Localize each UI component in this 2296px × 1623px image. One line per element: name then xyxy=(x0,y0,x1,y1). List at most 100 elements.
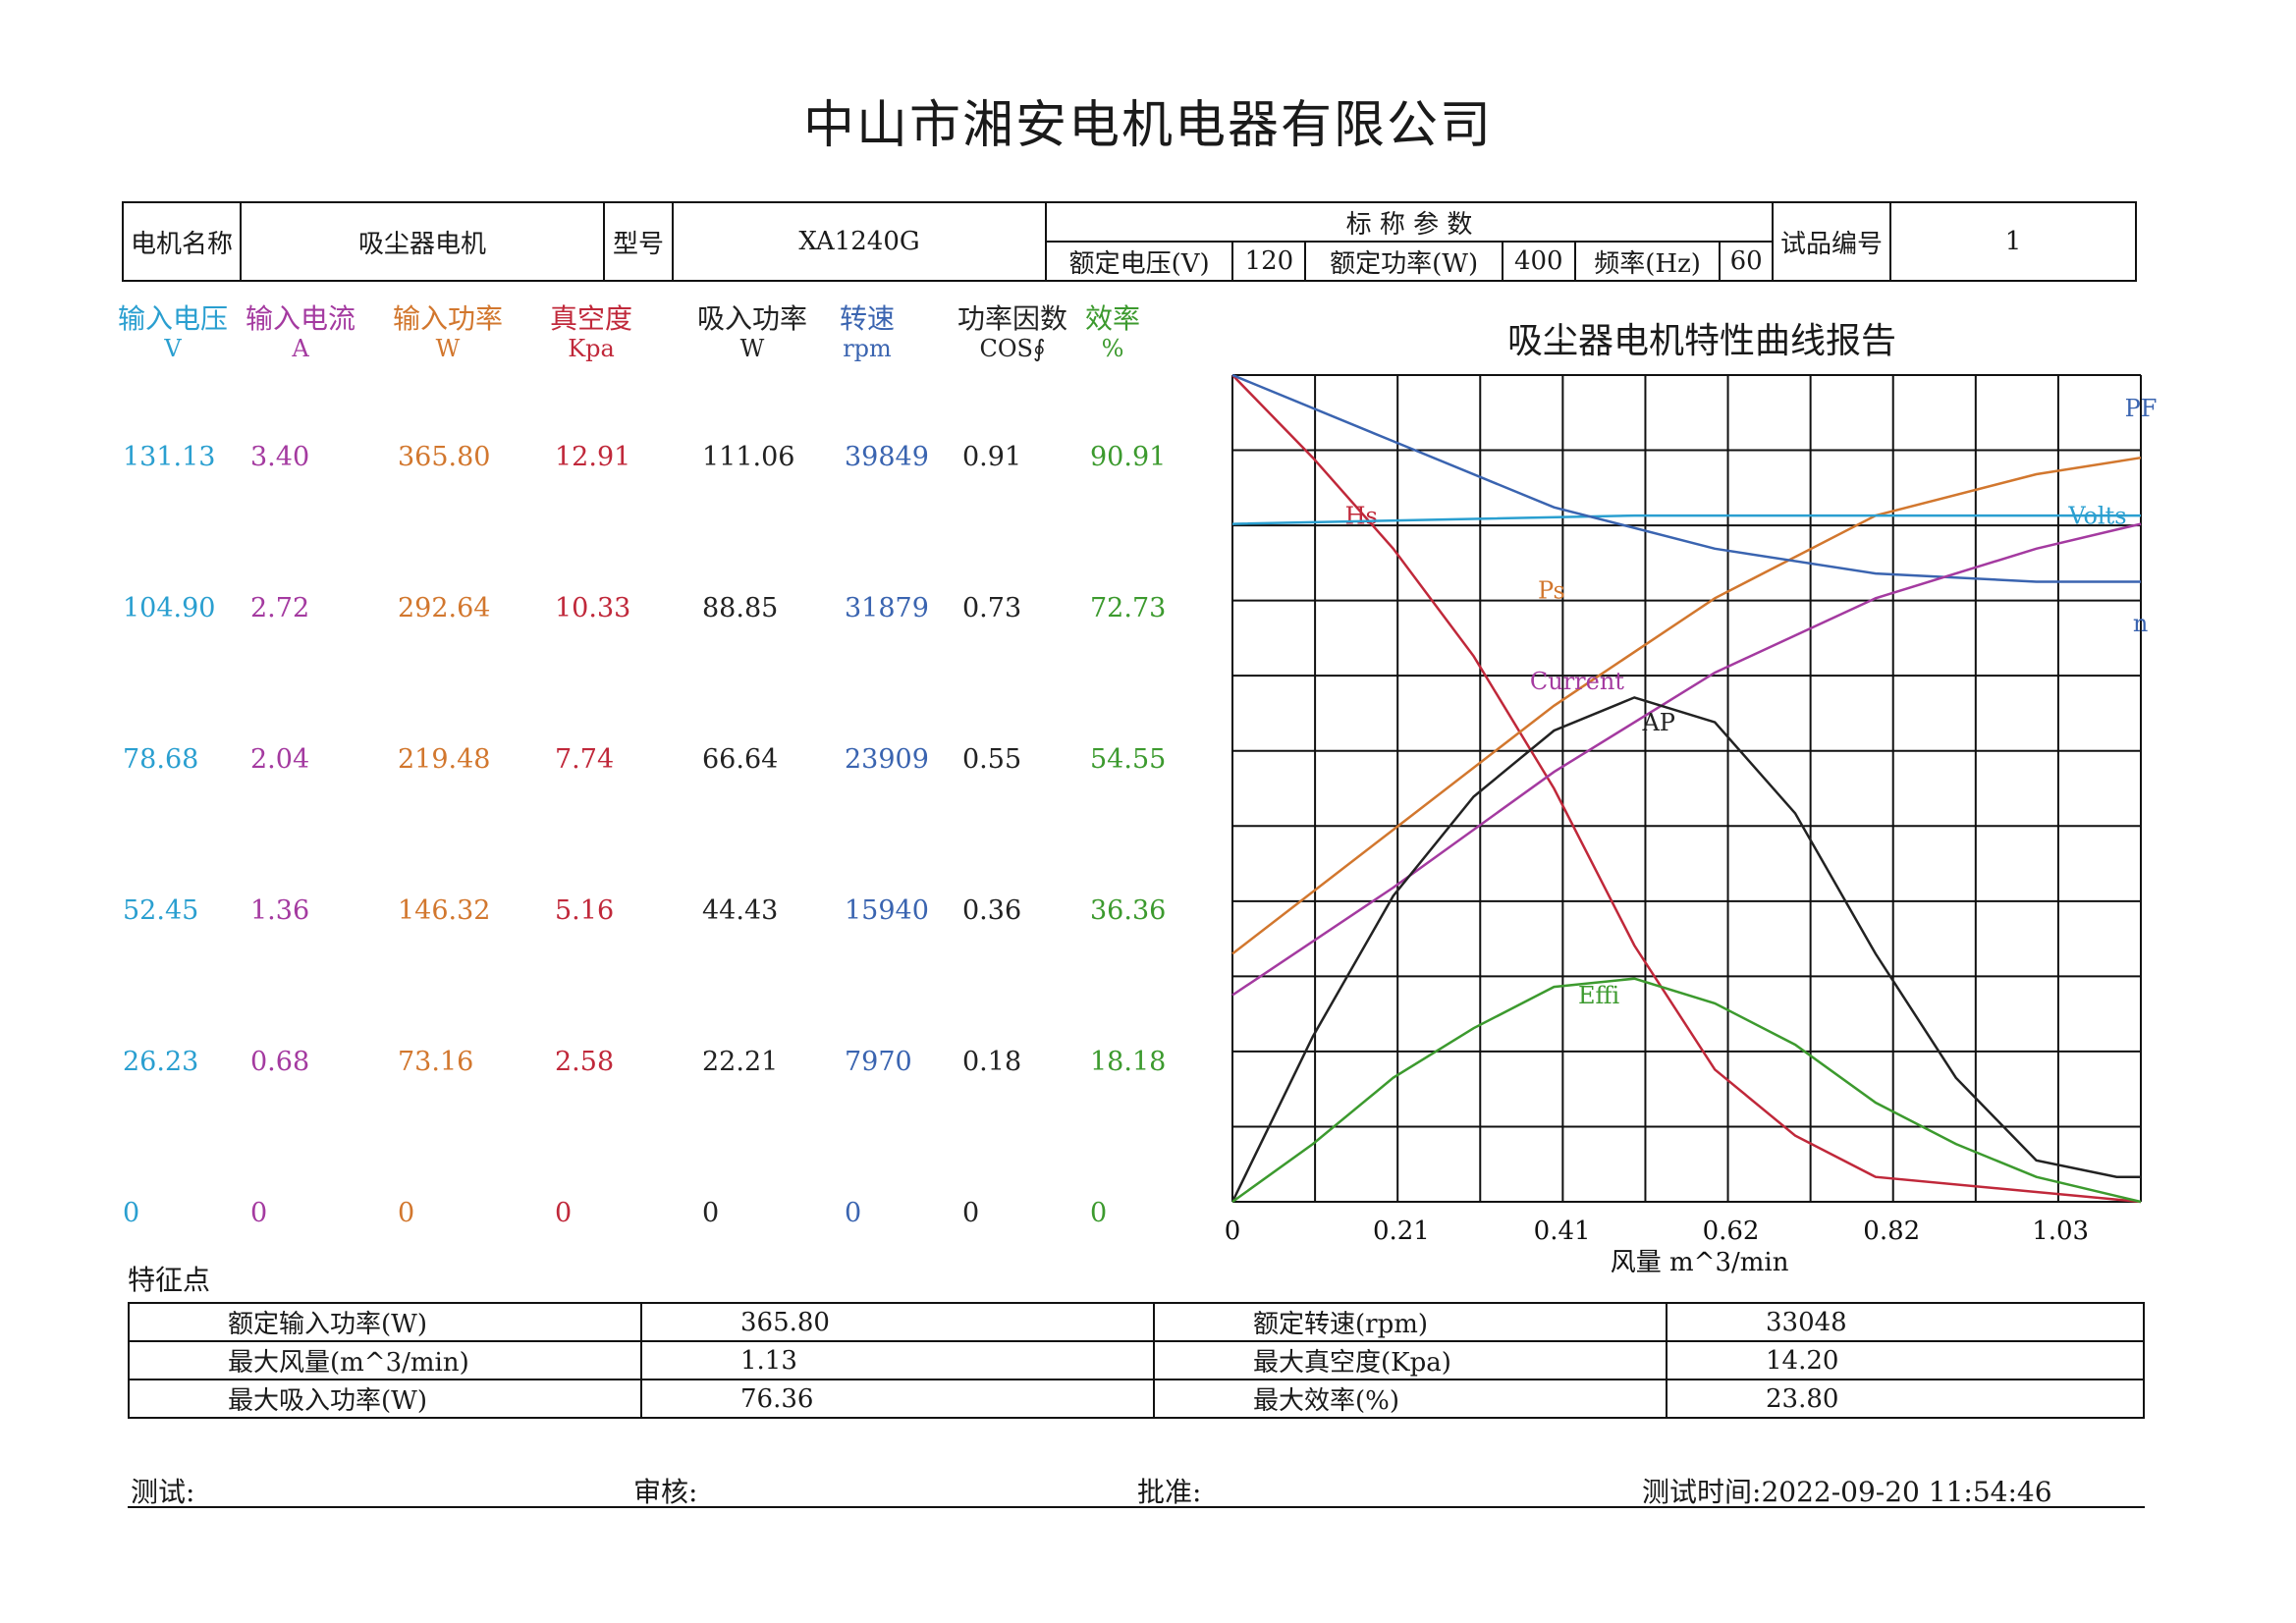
table-cell: 72.73 xyxy=(1090,593,1167,623)
series-line-effi xyxy=(1231,977,2142,1204)
table-cell: 0 xyxy=(962,1198,980,1228)
table-cell: 0 xyxy=(1090,1198,1108,1228)
column-header-unit: A xyxy=(292,335,309,362)
x-tick-label: 0.41 xyxy=(1534,1217,1591,1246)
series-label: Effi xyxy=(1578,982,1620,1009)
column-header-label: 输入功率 xyxy=(393,302,504,335)
feature-name: 最大风量(m^3/min) xyxy=(128,1340,642,1380)
test-time-label: 测试时间: xyxy=(1642,1476,1762,1508)
chart-title: 吸尘器电机特性曲线报告 xyxy=(1507,321,1897,361)
column-header: 输入功率 W xyxy=(393,304,503,363)
x-tick-label: 0.62 xyxy=(1703,1217,1760,1246)
table-cell: 0.55 xyxy=(962,744,1022,775)
table-cell: 0 xyxy=(845,1198,862,1228)
company-title: 中山市湘安电机电器有限公司 xyxy=(802,96,1493,155)
table-cell: 88.85 xyxy=(702,593,779,623)
feature-points-label: 特征点 xyxy=(128,1264,211,1296)
table-cell: 131.13 xyxy=(123,442,216,472)
table-cell: 219.48 xyxy=(398,744,491,775)
table-cell: 0.91 xyxy=(962,442,1022,472)
x-axis-label: 风量 m^3/min xyxy=(1611,1248,1789,1276)
table-cell: 2.58 xyxy=(555,1047,615,1077)
table-cell: 66.64 xyxy=(702,744,779,775)
column-header: 真空度 Kpa xyxy=(550,304,632,363)
table-cell: 104.90 xyxy=(123,593,216,623)
table-cell: 39849 xyxy=(845,442,929,472)
column-header: 输入电流 A xyxy=(246,304,355,363)
series-line-ps xyxy=(1231,456,2142,955)
rated-voltage: 120 xyxy=(1231,241,1307,282)
x-tick-label: 0.82 xyxy=(1863,1217,1920,1246)
motor-name: 吸尘器电机 xyxy=(240,201,605,282)
feature-value: 23.80 xyxy=(1666,1379,2145,1419)
frequency-label: 频率(Hz) xyxy=(1573,241,1722,282)
table-cell: 0 xyxy=(398,1198,415,1228)
table-cell: 90.91 xyxy=(1090,442,1167,472)
series-line-current xyxy=(1231,522,2142,997)
header-table: 电机名称 吸尘器电机 型号 XA1240G 标 称 参 数 试品编号 1 额定电… xyxy=(122,201,2137,282)
series-label: Ps xyxy=(1538,576,1565,604)
table-cell: 2.04 xyxy=(250,744,310,775)
x-tick-label: 0.21 xyxy=(1373,1217,1430,1246)
feature-table: 额定输入功率(W) 365.80 额定转速(rpm) 33048 最大风量(m^… xyxy=(128,1302,2145,1419)
series-label: n xyxy=(2133,610,2148,637)
rated-power: 400 xyxy=(1501,241,1576,282)
feature-name: 额定转速(rpm) xyxy=(1153,1302,1667,1342)
table-cell: 52.45 xyxy=(123,895,199,926)
column-header-label: 吸入功率 xyxy=(697,302,808,335)
table-cell: 54.55 xyxy=(1090,744,1167,775)
chart-grid xyxy=(1231,374,2142,1203)
feature-row: 最大风量(m^3/min) 1.13 最大真空度(Kpa) 14.20 xyxy=(128,1340,2145,1380)
series-label: Current xyxy=(1530,668,1624,695)
frequency: 60 xyxy=(1719,241,1774,282)
series-line-volts xyxy=(1231,514,2141,525)
test-time: 测试时间:2022-09-20 11:54:46 xyxy=(1642,1471,2052,1510)
table-cell: 3.40 xyxy=(250,442,310,472)
table-cell: 365.80 xyxy=(398,442,491,472)
table-cell: 1.36 xyxy=(250,895,310,926)
test-time-value: 2022-09-20 11:54:46 xyxy=(1761,1476,2052,1508)
column-header-label: 输入电流 xyxy=(246,302,356,335)
reviewer-label: 审核: xyxy=(633,1476,698,1508)
table-cell: 2.72 xyxy=(250,593,310,623)
table-cell: 23909 xyxy=(845,744,929,775)
table-cell: 7970 xyxy=(845,1047,912,1077)
feature-value: 1.13 xyxy=(640,1340,1155,1380)
feature-name: 最大效率(%) xyxy=(1153,1379,1667,1419)
table-cell: 0.18 xyxy=(962,1047,1022,1077)
column-header-label: 输入电压 xyxy=(118,302,229,335)
table-cell: 146.32 xyxy=(398,895,491,926)
motor-name-label: 电机名称 xyxy=(122,201,242,282)
column-header: 功率因数 COS∮ xyxy=(957,304,1067,363)
series-label: Volts xyxy=(2067,503,2126,530)
feature-name: 最大吸入功率(W) xyxy=(128,1379,642,1419)
table-cell: 26.23 xyxy=(123,1047,199,1077)
table-cell: 7.74 xyxy=(555,744,615,775)
feature-value: 33048 xyxy=(1666,1302,2145,1342)
footer-divider xyxy=(128,1506,2145,1508)
feature-name: 最大真空度(Kpa) xyxy=(1153,1340,1667,1380)
table-cell: 22.21 xyxy=(702,1047,779,1077)
column-header-unit: W xyxy=(435,335,461,362)
rated-params-label: 标 称 参 数 xyxy=(1045,201,1774,243)
column-header: 效率% xyxy=(1085,304,1140,363)
table-cell: 0 xyxy=(555,1198,573,1228)
table-cell: 0.68 xyxy=(250,1047,310,1077)
series-line-hs xyxy=(1231,374,2142,1204)
sample-no: 1 xyxy=(1889,201,2137,282)
column-header: 转速 rpm xyxy=(840,304,895,363)
table-cell: 0 xyxy=(250,1198,268,1228)
model-value: XA1240G xyxy=(672,201,1047,282)
feature-value: 14.20 xyxy=(1666,1340,2145,1380)
sample-no-label: 试品编号 xyxy=(1772,201,1891,282)
rated-voltage-label: 额定电压(V) xyxy=(1044,241,1234,282)
column-header: 输入电压 V xyxy=(118,304,228,363)
column-header-label: 真空度 xyxy=(550,302,633,335)
table-cell: 36.36 xyxy=(1090,895,1167,926)
table-cell: 10.33 xyxy=(555,593,631,623)
column-header: 吸入功率 W xyxy=(697,304,807,363)
table-cell: 12.91 xyxy=(555,442,631,472)
column-header-label: 效率 xyxy=(1085,302,1141,335)
column-header-unit: COS∮ xyxy=(979,335,1046,362)
feature-value: 365.80 xyxy=(640,1302,1155,1342)
